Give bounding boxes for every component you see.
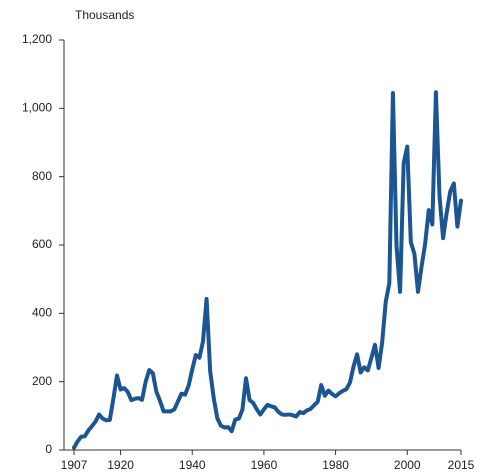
y-tick-label: 600 (32, 237, 52, 251)
y-tick-label: 200 (32, 374, 52, 388)
x-tick-label: 1920 (107, 458, 134, 472)
x-tick-label: 2015 (448, 458, 475, 472)
y-tick-label: 800 (32, 169, 52, 183)
x-tick-label: 1940 (179, 458, 206, 472)
y-tick-label: 1,000 (22, 101, 52, 115)
x-tick-label: 1960 (251, 458, 278, 472)
y-axis-label: Thousands (75, 8, 134, 22)
x-tick-label: 1980 (322, 458, 349, 472)
x-tick-label: 2000 (394, 458, 421, 472)
y-tick-label: 0 (45, 442, 52, 456)
data-line (72, 90, 463, 450)
y-tick-label: 400 (32, 306, 52, 320)
x-tick-label: 1907 (61, 458, 88, 472)
y-tick-label: 1,200 (22, 32, 52, 46)
